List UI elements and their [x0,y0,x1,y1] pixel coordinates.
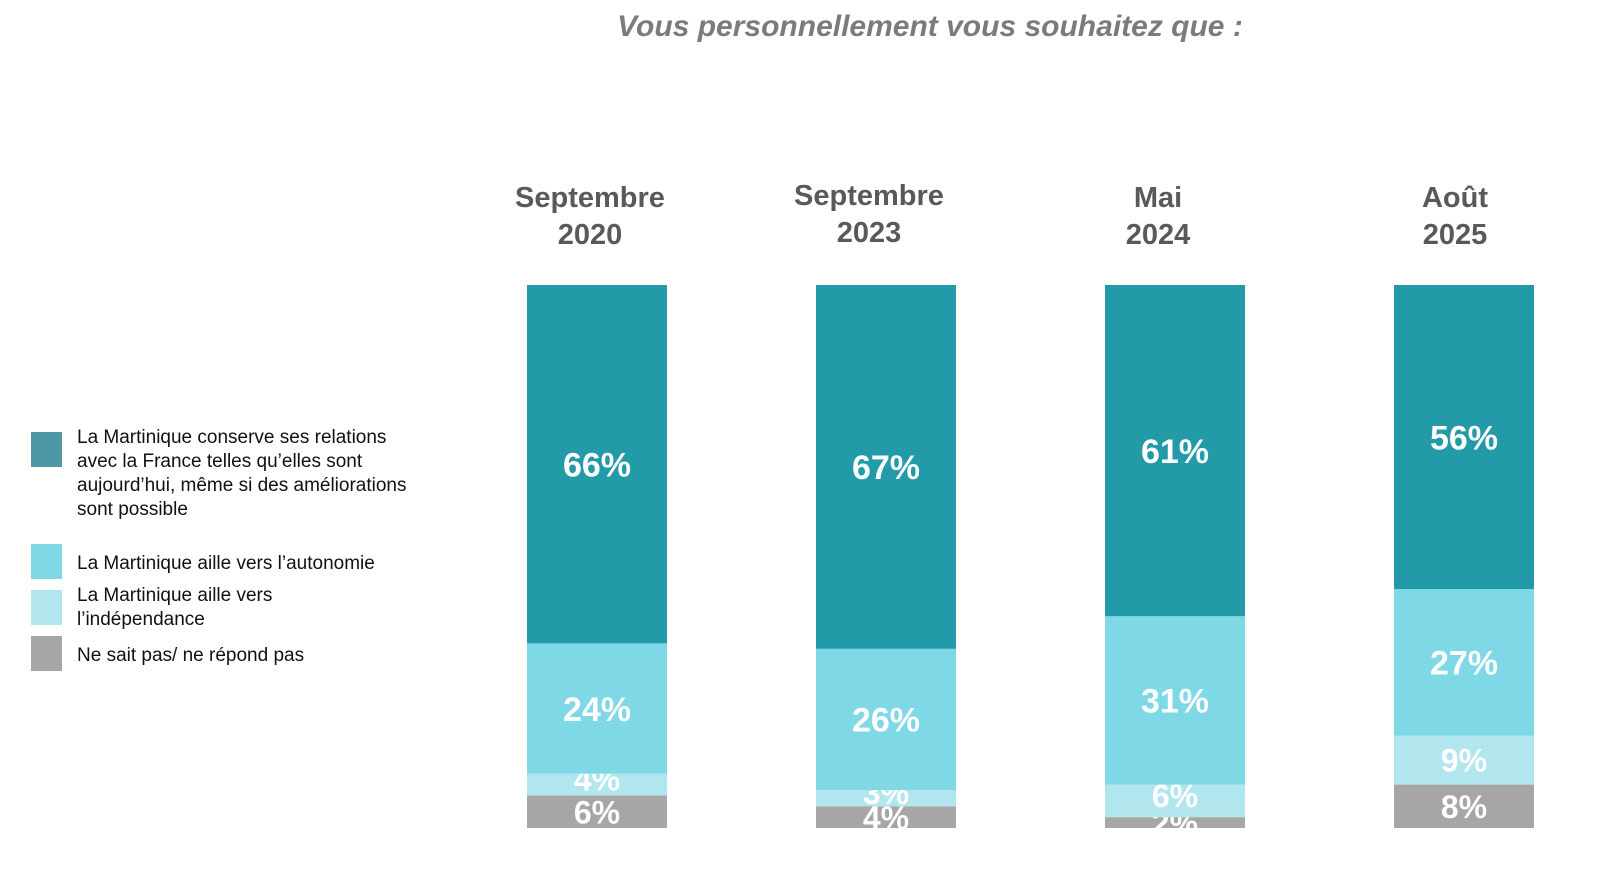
data-label-conserve-sep-2020: 66% [563,446,631,484]
bar-segment-autonomie-mai-2024 [1105,616,1245,785]
bar-segment-nsp-mai-2024 [1105,817,1245,828]
bar-segment-conserve-mai-2024 [1105,285,1245,617]
data-label-autonomie-mai-2024: 31% [1141,683,1209,721]
bar-segment-autonomie-aout-2025 [1394,589,1534,736]
column-header-line1: Août [1421,182,1489,214]
data-label-autonomie-sep-2020: 24% [563,691,631,729]
column-header-line2: 2025 [1422,219,1488,251]
legend-label-conserve: La Martinique conserve ses relations ave… [77,427,407,520]
bar-segment-independance-sep-2023 [816,789,956,807]
column-header-sep-2020: Septembre 2020 [480,180,700,254]
data-label-independance-aout-2025: 9% [1441,743,1487,779]
data-label-nsp-sep-2020: 6% [574,795,620,831]
column-header-sep-2023: Septembre 2023 [759,178,979,252]
legend-swatch-nsp [31,636,62,671]
bar-segment-nsp-sep-2023 [816,806,956,828]
column-header-line1: Septembre [794,180,944,212]
column-header-line1: Septembre [515,182,665,214]
bar-segment-autonomie-sep-2023 [816,648,956,790]
chart-title: Vous personnellement vous souhaitez que … [617,10,1243,43]
column-header-aout-2025: Août 2025 [1345,180,1565,254]
column-header-line2: 2020 [557,219,623,251]
bar-segment-independance-mai-2024 [1105,784,1245,818]
column-header-line2: 2023 [836,217,902,249]
data-label-conserve-mai-2024: 61% [1141,433,1209,471]
bar-segment-conserve-sep-2020 [527,285,667,644]
data-label-autonomie-aout-2025: 27% [1430,645,1498,683]
data-label-conserve-aout-2025: 56% [1430,419,1498,457]
bar-segment-nsp-sep-2020 [527,795,667,828]
bar-segment-independance-sep-2020 [527,773,667,796]
legend-swatch-autonomie [31,544,62,579]
legend-swatch-conserve [31,432,62,467]
legend-swatch-independance [31,590,62,625]
bar-segment-conserve-sep-2023 [816,285,956,649]
legend-label-autonomie: La Martinique aille vers l’autonomie [77,553,375,574]
legend-label-independance: La Martinique aille vers l’indépendance [77,585,273,630]
bar-segment-independance-aout-2025 [1394,735,1534,785]
legend-label-nsp: Ne sait pas/ ne répond pas [77,645,305,666]
column-header-line1: Mai [1133,182,1183,214]
column-header-mai-2024: Mai 2024 [1048,180,1268,254]
bar-segment-nsp-aout-2025 [1394,784,1534,828]
data-label-autonomie-sep-2023: 26% [852,702,920,740]
column-header-line2: 2024 [1125,219,1191,251]
data-label-conserve-sep-2023: 67% [852,449,920,487]
bar-segment-autonomie-sep-2020 [527,643,667,774]
bar-segment-conserve-aout-2025 [1394,285,1534,590]
data-label-nsp-aout-2025: 8% [1441,789,1487,825]
